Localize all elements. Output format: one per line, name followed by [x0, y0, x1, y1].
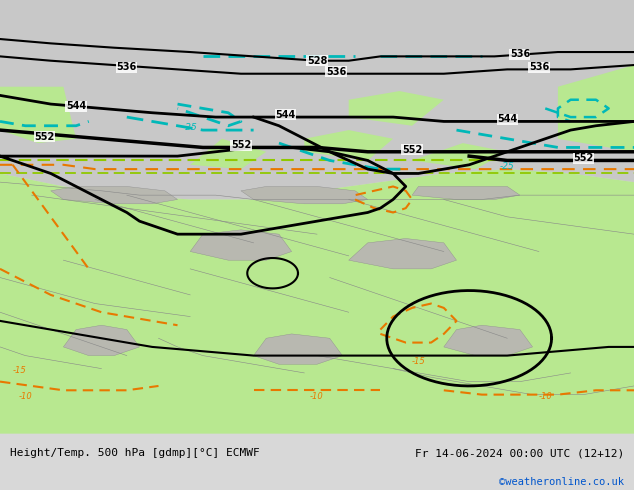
Polygon shape: [63, 325, 139, 356]
Text: 552: 552: [573, 153, 593, 163]
Polygon shape: [254, 334, 342, 364]
Text: 536: 536: [529, 62, 549, 72]
Polygon shape: [412, 143, 507, 169]
Text: -25: -25: [183, 123, 198, 132]
Text: ©weatheronline.co.uk: ©weatheronline.co.uk: [500, 477, 624, 487]
Polygon shape: [349, 91, 444, 126]
Polygon shape: [0, 87, 76, 143]
Polygon shape: [0, 0, 634, 199]
Polygon shape: [444, 325, 533, 356]
Text: 528: 528: [307, 56, 327, 66]
Text: 536: 536: [510, 49, 530, 59]
Polygon shape: [190, 139, 266, 169]
Text: Height/Temp. 500 hPa [gdmp][°C] ECMWF: Height/Temp. 500 hPa [gdmp][°C] ECMWF: [10, 448, 259, 458]
Polygon shape: [558, 65, 634, 152]
Polygon shape: [190, 230, 292, 260]
Polygon shape: [241, 187, 368, 204]
Text: 544: 544: [66, 101, 86, 111]
Text: 552: 552: [231, 140, 251, 150]
Text: -10: -10: [18, 392, 32, 401]
Polygon shape: [304, 130, 393, 160]
Text: Fr 14-06-2024 00:00 UTC (12+12): Fr 14-06-2024 00:00 UTC (12+12): [415, 448, 624, 458]
Text: -15: -15: [13, 366, 27, 375]
Text: 552: 552: [402, 145, 422, 155]
Text: 544: 544: [497, 114, 517, 124]
Polygon shape: [0, 169, 634, 434]
Text: -10: -10: [538, 392, 552, 401]
Polygon shape: [349, 239, 456, 269]
Text: 536: 536: [326, 67, 346, 76]
Text: 536: 536: [117, 62, 137, 72]
Text: -10: -10: [310, 392, 324, 401]
Text: 544: 544: [275, 110, 295, 120]
Polygon shape: [412, 187, 520, 199]
Text: -25: -25: [500, 162, 515, 171]
Text: -15: -15: [411, 357, 425, 366]
Text: 552: 552: [34, 132, 55, 142]
Polygon shape: [51, 187, 178, 204]
